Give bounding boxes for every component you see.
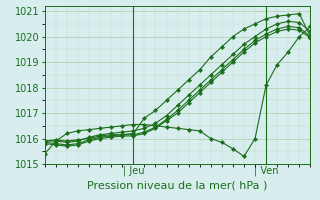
X-axis label: Pression niveau de la mer( hPa ): Pression niveau de la mer( hPa ) <box>87 180 268 190</box>
